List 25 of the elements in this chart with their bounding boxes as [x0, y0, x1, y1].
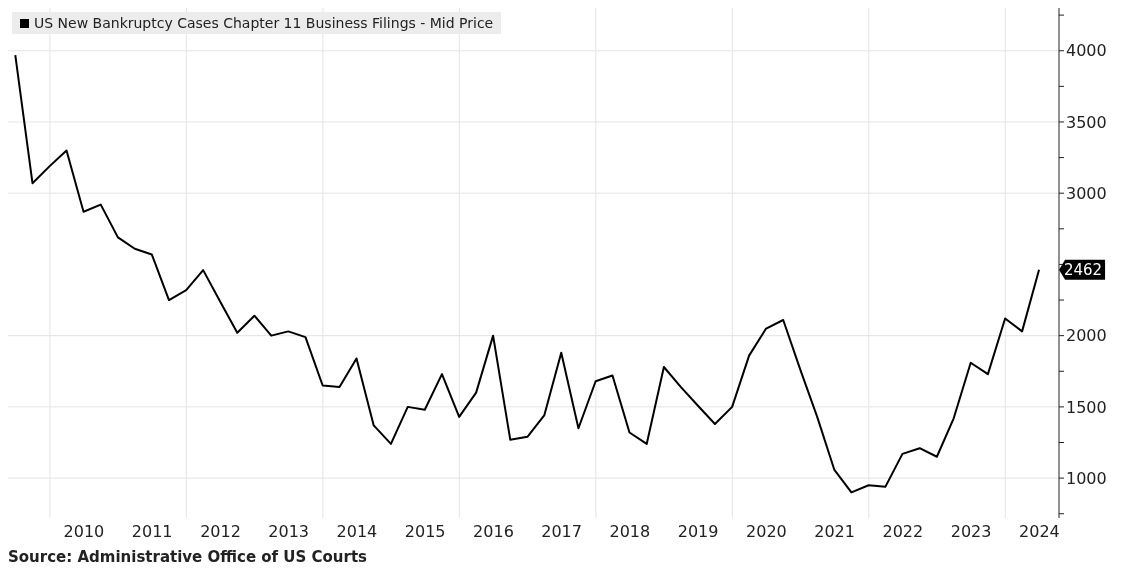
x-tick-label: 2022	[882, 522, 924, 542]
data-label: 2462	[1063, 260, 1103, 279]
x-tick-label: 2016	[473, 522, 514, 542]
x-tick-label: 2023	[950, 522, 992, 542]
x-tick-label: 2024	[1019, 522, 1060, 542]
y-tick-label: 1000	[1066, 468, 1107, 488]
x-tick-label: 2010	[63, 522, 105, 542]
line-series	[14, 54, 1041, 494]
y-tick-label: 3500	[1066, 112, 1107, 132]
source-note: Source: Administrative Office of US Courts	[8, 548, 369, 566]
y-tick-label: 2000	[1066, 326, 1107, 346]
x-tick-label: 2015	[404, 522, 446, 542]
y-tick-label: 1500	[1066, 397, 1107, 417]
x-tick-label: 2021	[814, 522, 855, 542]
x-tick-label: 2014	[336, 522, 378, 542]
x-tick-label: 2013	[268, 522, 309, 542]
x-tick-label: 2017	[541, 522, 582, 542]
x-tick-label: 2012	[200, 522, 241, 542]
x-tick-label: 2020	[746, 522, 787, 542]
x-tick-label: 2011	[131, 522, 173, 542]
y-tick-label: 3000	[1066, 183, 1107, 203]
x-tick-label: 2018	[609, 522, 651, 542]
legend-label: US New Bankruptcy Cases Chapter 11 Business Filings - Mid Price	[34, 15, 494, 31]
y-tick-label: 4000	[1066, 41, 1107, 61]
x-tick-label: 2019	[677, 522, 719, 542]
